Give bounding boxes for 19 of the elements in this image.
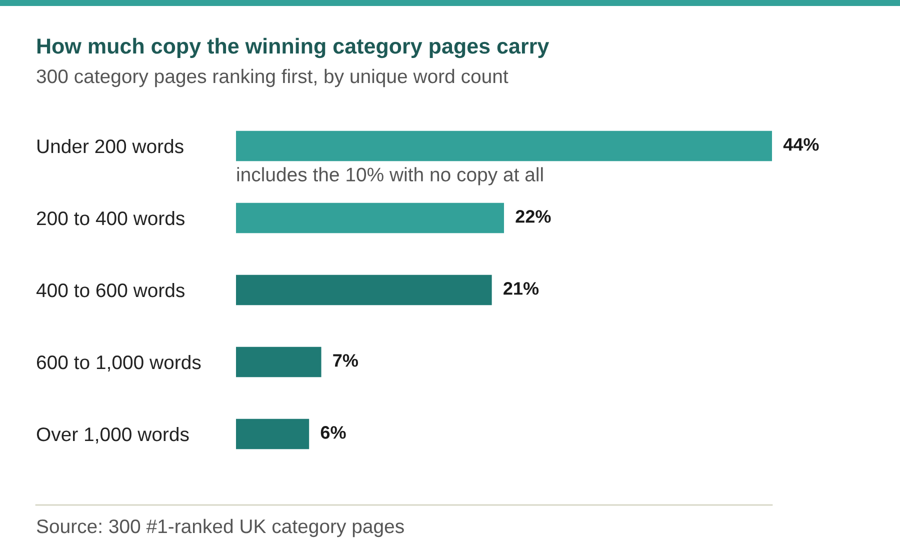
data-label: 6% <box>320 426 346 439</box>
bar <box>236 346 322 378</box>
chart-subtitle: 300 category pages ranking first, by unique word count <box>36 68 508 88</box>
y-tick-label: Over 1,000 words <box>36 426 189 444</box>
data-label: 7% <box>333 354 358 367</box>
bar <box>236 130 772 162</box>
bar <box>236 274 492 306</box>
y-tick-label: 600 to 1,000 words <box>36 354 201 372</box>
data-label: 21% <box>504 282 539 295</box>
bar <box>236 202 504 234</box>
data-label: 22% <box>516 210 551 223</box>
bar <box>236 418 310 450</box>
data-label: 44% <box>783 138 819 151</box>
y-tick-label: 400 to 600 words <box>36 282 184 298</box>
source-note: Source: 300 #1-ranked UK category pages <box>36 518 404 538</box>
y-tick-label: Under 200 words <box>38 138 184 154</box>
annotation: includes the 10% with no copy at all <box>237 167 543 186</box>
chart-title: How much copy the winning category pages carry <box>37 38 550 58</box>
y-tick-label: 200 to 400 words <box>36 210 184 226</box>
